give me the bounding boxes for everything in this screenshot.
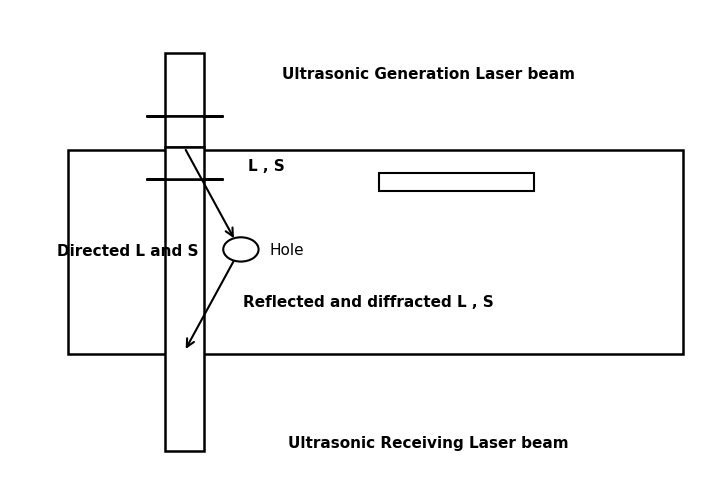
Bar	[68, 150, 683, 354]
Polygon shape	[145, 147, 223, 179]
Text: Reflected and diffracted L , S: Reflected and diffracted L , S	[242, 295, 493, 310]
Polygon shape	[145, 116, 223, 147]
Text: Ultrasonic Generation Laser beam: Ultrasonic Generation Laser beam	[282, 67, 575, 82]
Text: L , S: L , S	[248, 160, 285, 174]
Text: Hole: Hole	[269, 243, 304, 258]
Circle shape	[223, 237, 259, 261]
Bar	[164, 53, 204, 116]
Text: Ultrasonic Receiving Laser beam: Ultrasonic Receiving Laser beam	[288, 436, 568, 451]
Text: Directed L and S: Directed L and S	[57, 245, 199, 259]
Bar	[379, 173, 534, 191]
Bar	[164, 179, 204, 451]
